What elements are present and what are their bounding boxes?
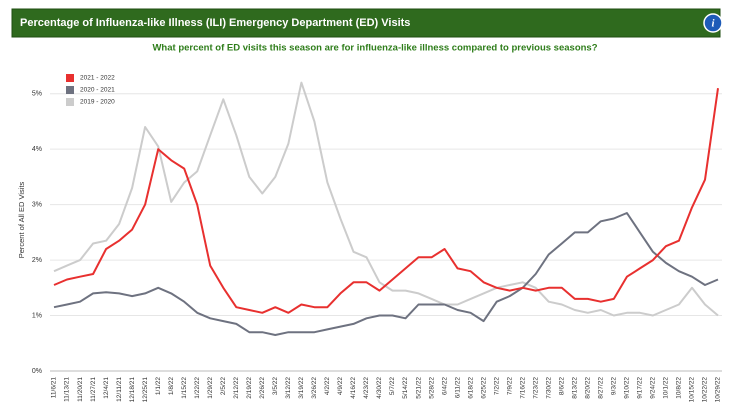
x-tick-label: 12/11/21 — [116, 377, 123, 402]
x-tick-label: 10/15/22 — [689, 377, 696, 403]
legend-label: 2020 - 2021 — [80, 87, 115, 94]
legend-swatch — [66, 98, 74, 106]
x-tick-label: 10/1/22 — [663, 377, 670, 399]
x-tick-label: 4/23/22 — [363, 377, 370, 399]
x-tick-label: 3/12/22 — [285, 377, 292, 399]
x-tick-label: 9/10/22 — [624, 377, 631, 399]
x-tick-label: 2/19/22 — [246, 377, 253, 399]
x-tick-label: 8/6/22 — [558, 377, 565, 395]
x-tick-label: 8/27/22 — [598, 377, 605, 399]
x-tick-label: 5/7/22 — [389, 377, 396, 395]
x-tick-label: 10/29/22 — [715, 377, 722, 403]
x-tick-label: 5/28/22 — [428, 377, 435, 399]
series-line — [53, 212, 719, 336]
info-glyph[interactable]: i — [711, 18, 715, 30]
x-tick-label: 9/24/22 — [650, 377, 657, 399]
y-tick-label: 1% — [32, 312, 42, 319]
chart-title: Percentage of Influenza-like Illness (IL… — [20, 17, 410, 29]
x-tick-label: 9/17/22 — [637, 377, 644, 399]
legend-swatch — [66, 74, 74, 82]
series-line — [53, 81, 719, 317]
x-tick-label: 12/4/21 — [103, 377, 110, 399]
x-tick-label: 3/19/22 — [298, 377, 305, 399]
x-tick-label: 9/3/22 — [611, 377, 618, 395]
legend-label: 2019 - 2020 — [80, 99, 115, 106]
x-tick-label: 4/30/22 — [376, 377, 383, 399]
x-tick-label: 5/21/22 — [415, 377, 422, 399]
x-tick-label: 5/14/22 — [402, 377, 409, 399]
y-tick-label: 2% — [32, 257, 42, 264]
x-tick-label: 10/22/22 — [702, 377, 709, 403]
x-tick-label: 7/30/22 — [545, 377, 552, 399]
legend-swatch — [66, 86, 74, 94]
x-tick-label: 1/1/22 — [155, 377, 162, 395]
x-tick-label: 12/18/21 — [129, 377, 136, 403]
x-tick-label: 1/8/22 — [168, 377, 175, 395]
x-tick-label: 6/11/22 — [454, 377, 461, 399]
x-tick-label: 10/8/22 — [676, 377, 683, 399]
x-tick-label: 6/25/22 — [480, 377, 487, 399]
info-circle[interactable] — [703, 13, 723, 33]
y-tick-label: 4% — [32, 146, 42, 153]
x-tick-label: 11/6/21 — [51, 377, 58, 399]
x-tick-label: 4/2/22 — [324, 377, 331, 395]
x-tick-label: 7/16/22 — [519, 377, 526, 399]
x-tick-label: 6/18/22 — [467, 377, 474, 399]
y-tick-label: 5% — [32, 91, 42, 98]
x-tick-label: 11/13/21 — [64, 377, 71, 402]
y-tick-label: 0% — [32, 368, 42, 375]
x-tick-label: 2/26/22 — [259, 377, 266, 399]
series-line — [53, 88, 719, 314]
x-tick-label: 2/5/22 — [220, 377, 227, 395]
x-tick-label: 1/22/22 — [194, 377, 201, 399]
x-tick-label: 3/5/22 — [272, 377, 279, 395]
legend-label: 2021 - 2022 — [80, 75, 115, 82]
x-tick-label: 11/20/21 — [77, 377, 84, 402]
x-tick-label: 8/13/22 — [572, 377, 579, 399]
chart-subtitle: What percent of ED visits this season ar… — [152, 43, 597, 54]
x-tick-label: 2/12/22 — [233, 377, 240, 399]
x-tick-label: 7/9/22 — [506, 377, 513, 395]
info-icon[interactable]: i — [703, 13, 723, 33]
x-tick-label: 6/4/22 — [441, 377, 448, 395]
x-tick-label: 11/27/21 — [90, 377, 97, 402]
y-axis-label: Percent of All ED Visits — [17, 181, 26, 258]
x-tick-label: 12/25/21 — [142, 377, 149, 403]
x-tick-label: 7/23/22 — [532, 377, 539, 399]
y-tick-label: 3% — [32, 201, 42, 208]
x-tick-label: 7/2/22 — [493, 377, 500, 395]
header-bar — [11, 8, 721, 38]
x-tick-label: 3/26/22 — [311, 377, 318, 399]
x-tick-label: 4/16/22 — [350, 377, 357, 399]
x-tick-label: 1/29/22 — [207, 377, 214, 399]
x-tick-label: 1/15/22 — [181, 377, 188, 399]
x-tick-label: 8/20/22 — [585, 377, 592, 399]
x-tick-label: 4/9/22 — [337, 377, 344, 395]
